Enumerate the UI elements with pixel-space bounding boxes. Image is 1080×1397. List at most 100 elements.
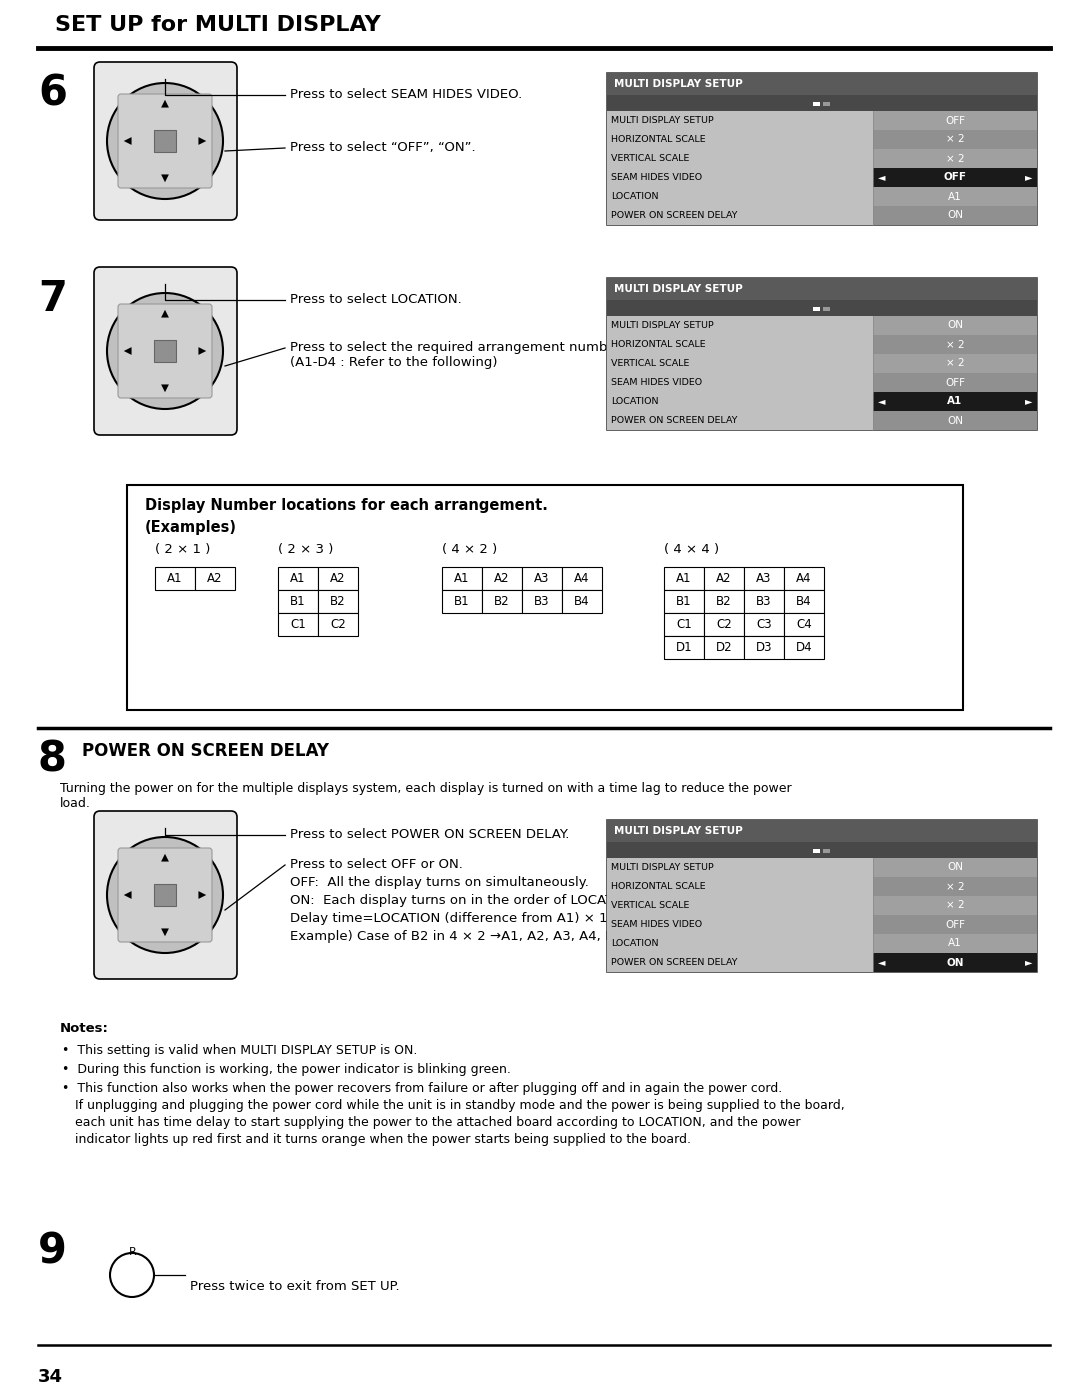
Text: A2: A2 [716, 571, 732, 585]
Bar [607, 373, 1037, 393]
Text: If unplugging and plugging the power cord while the unit is in standby mode and : If unplugging and plugging the power cor… [75, 1099, 845, 1112]
Text: A1: A1 [455, 571, 470, 585]
Bar [664, 567, 704, 590]
Bar [607, 205, 1037, 225]
Bar [664, 613, 704, 636]
Bar [154, 130, 176, 152]
Text: C1: C1 [676, 617, 692, 631]
Text: C4: C4 [796, 617, 812, 631]
Circle shape [107, 837, 222, 953]
Bar [482, 590, 522, 613]
Text: B2: B2 [495, 595, 510, 608]
Text: OFF: OFF [944, 172, 967, 183]
Text: MULTI DISPLAY SETUP: MULTI DISPLAY SETUP [611, 116, 714, 124]
Bar [704, 636, 744, 659]
Bar [873, 393, 1037, 411]
Bar [156, 567, 195, 590]
Text: B3: B3 [535, 595, 550, 608]
Text: C3: C3 [756, 617, 772, 631]
Text: B3: B3 [756, 595, 772, 608]
Bar [744, 636, 784, 659]
FancyBboxPatch shape [118, 848, 212, 942]
Text: × 2: × 2 [946, 901, 964, 911]
Text: A2: A2 [330, 571, 346, 585]
Text: each unit has time delay to start supplying the power to the attached board acco: each unit has time delay to start supply… [75, 1116, 800, 1129]
Text: B2: B2 [716, 595, 732, 608]
Text: A4: A4 [796, 571, 812, 585]
Bar [607, 73, 1037, 225]
Circle shape [107, 82, 222, 198]
Text: A1: A1 [947, 397, 962, 407]
Text: × 2: × 2 [946, 134, 964, 144]
Text: POWER ON SCREEN DELAY: POWER ON SCREEN DELAY [611, 958, 738, 967]
Text: ►: ► [1025, 172, 1032, 183]
Text: A1: A1 [167, 571, 183, 585]
Bar [607, 820, 1037, 842]
Text: MULTI DISPLAY SETUP: MULTI DISPLAY SETUP [615, 80, 743, 89]
Bar [607, 353, 1037, 373]
Text: ( 4 × 2 ): ( 4 × 2 ) [442, 543, 497, 556]
Text: Press to select the required arrangement number.
(A1-D4 : Refer to the following: Press to select the required arrangement… [291, 341, 624, 369]
Text: VERTICAL SCALE: VERTICAL SCALE [611, 901, 689, 909]
Bar [562, 590, 602, 613]
Text: OFF: OFF [945, 377, 966, 387]
Bar [278, 613, 318, 636]
Bar [607, 335, 873, 353]
Bar [607, 168, 873, 187]
Text: B4: B4 [796, 595, 812, 608]
Bar [813, 102, 820, 106]
Text: SEAM HIDES VIDEO: SEAM HIDES VIDEO [611, 173, 702, 182]
Text: •  This function also works when the power recovers from failure or after pluggi: • This function also works when the powe… [62, 1083, 782, 1095]
Bar [607, 953, 1037, 972]
Text: ◄: ◄ [878, 397, 886, 407]
Text: SEAM HIDES VIDEO: SEAM HIDES VIDEO [611, 379, 702, 387]
Bar [278, 590, 318, 613]
Text: Press to select SEAM HIDES VIDEO.: Press to select SEAM HIDES VIDEO. [291, 88, 523, 101]
Bar [154, 339, 176, 362]
Text: MULTI DISPLAY SETUP: MULTI DISPLAY SETUP [615, 284, 743, 293]
Bar [607, 842, 1037, 858]
Text: C2: C2 [330, 617, 346, 631]
Text: A3: A3 [535, 571, 550, 585]
Text: B1: B1 [455, 595, 470, 608]
Text: OFF: OFF [945, 919, 966, 929]
Bar [607, 149, 1037, 168]
Bar [704, 613, 744, 636]
Text: D3: D3 [756, 641, 772, 654]
Bar [744, 590, 784, 613]
Bar [318, 590, 357, 613]
FancyBboxPatch shape [118, 305, 212, 398]
Bar [607, 278, 1037, 300]
Text: A2: A2 [495, 571, 510, 585]
Text: ( 4 × 4 ): ( 4 × 4 ) [664, 543, 719, 556]
Text: D4: D4 [796, 641, 812, 654]
Bar [607, 168, 1037, 187]
Bar [607, 187, 1037, 205]
Text: 8: 8 [38, 738, 67, 780]
Bar [318, 567, 357, 590]
Bar [784, 590, 824, 613]
Text: ◄: ◄ [878, 957, 886, 968]
Bar [607, 820, 1037, 972]
Text: A4: A4 [575, 571, 590, 585]
Bar [607, 187, 873, 205]
Text: × 2: × 2 [946, 154, 964, 163]
Text: B2: B2 [330, 595, 346, 608]
Text: ON: ON [947, 862, 963, 873]
Bar [607, 110, 1037, 130]
Bar [522, 567, 562, 590]
Text: HORIZONTAL SCALE: HORIZONTAL SCALE [611, 339, 705, 349]
Bar [664, 636, 704, 659]
Text: VERTICAL SCALE: VERTICAL SCALE [611, 359, 689, 367]
Bar [278, 567, 318, 590]
Bar [318, 613, 357, 636]
Text: 9: 9 [38, 1229, 67, 1273]
Text: indicator lights up red first and it turns orange when the power starts being su: indicator lights up red first and it tur… [75, 1133, 691, 1146]
Text: POWER ON SCREEN DELAY: POWER ON SCREEN DELAY [611, 416, 738, 425]
Bar [562, 567, 602, 590]
Bar [607, 411, 1037, 430]
Bar [607, 877, 1037, 895]
Bar [784, 567, 824, 590]
Text: OFF: OFF [945, 116, 966, 126]
Bar [607, 935, 873, 953]
